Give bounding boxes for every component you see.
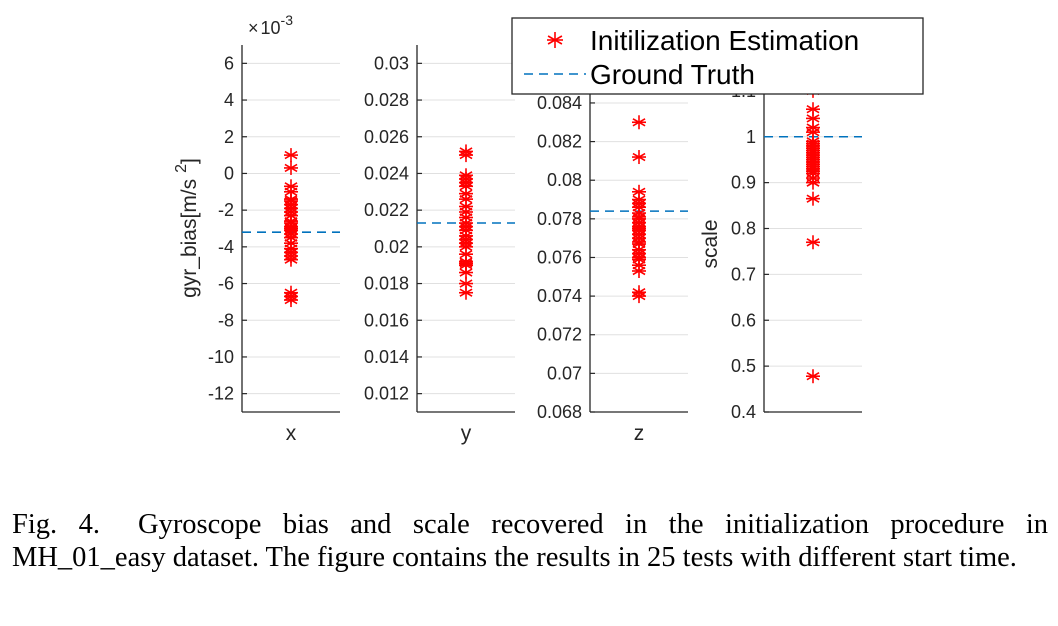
y-tick-label: 0.072 xyxy=(537,325,582,345)
y-tick-label: 4 xyxy=(224,90,234,110)
estimate-point xyxy=(284,236,298,251)
estimate-point xyxy=(459,219,473,234)
estimate-point xyxy=(806,175,820,190)
y-tick-label: 0.012 xyxy=(364,384,409,404)
legend: Initilization Estimation Ground Truth xyxy=(511,17,924,95)
estimate-point xyxy=(632,115,646,130)
y-tick-label: 0.028 xyxy=(364,90,409,110)
estimate-point xyxy=(459,204,473,219)
estimate-point xyxy=(806,154,820,169)
y-tick-label: 0.08 xyxy=(547,170,582,190)
estimate-point xyxy=(806,235,820,250)
y-tick-label: 2 xyxy=(224,127,234,147)
legend-label-estimate: Initilization Estimation xyxy=(590,25,859,56)
legend-star xyxy=(547,32,563,48)
estimate-point xyxy=(806,102,820,117)
y-tick-label: 0.082 xyxy=(537,132,582,152)
x-axis-label-x: x xyxy=(286,422,297,445)
estimate-point xyxy=(632,289,646,304)
estimate-point xyxy=(632,235,646,250)
estimate-point xyxy=(459,179,473,194)
estimate-point xyxy=(806,136,820,151)
estimate-point xyxy=(459,256,473,271)
y-tick-label: 0.02 xyxy=(374,237,409,257)
estimate-point xyxy=(806,369,820,384)
caption-label: Fig. 4. xyxy=(12,509,100,540)
caption-text: Gyroscope bias and scale recovered in th… xyxy=(12,509,1048,573)
y-tick-label: 0.07 xyxy=(547,363,582,383)
legend-label-ground-truth: Ground Truth xyxy=(590,59,755,90)
estimate-point xyxy=(632,196,646,211)
y-tick-label: 0.014 xyxy=(364,347,409,367)
y-tick-label: 0.074 xyxy=(537,286,582,306)
y-tick-label: 0.6 xyxy=(731,310,756,330)
y-tick-label: 0.8 xyxy=(731,219,756,239)
y-tick-label: -2 xyxy=(218,200,234,220)
panel-scale: 1.110.90.80.70.60.50.4 xyxy=(731,45,862,422)
estimate-point xyxy=(459,276,473,291)
estimate-point xyxy=(632,150,646,165)
y-tick-label: 0.084 xyxy=(537,93,582,113)
estimate-point xyxy=(632,221,646,236)
estimate-point xyxy=(632,250,646,265)
figure-caption: Fig. 4. Gyroscope bias and scale recovere… xyxy=(12,508,1048,574)
estimate-point xyxy=(632,263,646,278)
y-tick-label: 0.4 xyxy=(731,402,756,422)
estimate-point xyxy=(284,201,298,216)
y-tick-label: 0.018 xyxy=(364,274,409,294)
y-tick-label: 0.022 xyxy=(364,200,409,220)
panel-x-gyr-bias: 6 4 2 0 -2 -4 -6 -8 -10 -12 x xyxy=(208,45,340,445)
x-axis-label-y: y xyxy=(461,422,472,445)
y-tick-label: 0.7 xyxy=(731,264,756,284)
estimate-point xyxy=(284,252,298,267)
y-exponent-label: × 10-3 xyxy=(248,12,293,38)
estimate-point xyxy=(459,239,473,254)
estimate-point xyxy=(806,191,820,206)
estimate-point xyxy=(459,285,473,300)
y-tick-label: 6 xyxy=(224,53,234,73)
y-tick-label: -8 xyxy=(218,310,234,330)
y-tick-label: 0.9 xyxy=(731,173,756,193)
y-tick-label: -6 xyxy=(218,274,234,294)
estimate-point xyxy=(284,160,298,175)
panel-y-gyr-bias: 0.03 0.028 0.026 0.024 0.022 0.02 0.018 0.016 0.… xyxy=(364,45,515,445)
estimate-point xyxy=(284,184,298,199)
legend-estimate-marker xyxy=(547,32,563,48)
x-axis-label-z: z xyxy=(634,422,645,445)
y-tick-label: 0 xyxy=(224,163,234,183)
estimate-point xyxy=(632,209,646,224)
y-tick-label: 0.026 xyxy=(364,127,409,147)
y-tick-label: 1 xyxy=(746,127,756,147)
legend-box xyxy=(511,17,924,95)
y-tick-label: 0.024 xyxy=(364,163,409,183)
y-axis-label-scale: scale xyxy=(699,219,722,268)
y-tick-label: 0.076 xyxy=(537,247,582,267)
y-tick-label: 0.068 xyxy=(537,402,582,422)
estimate-point xyxy=(284,293,298,308)
panel-z-gyr-bias: 0.084 0.082 0.08 0.078 0.076 0.074 0.072 0.07 0.… xyxy=(537,45,688,445)
y-tick-label: 0.078 xyxy=(537,209,582,229)
estimate-point xyxy=(284,148,298,163)
y-tick-label: -10 xyxy=(208,347,234,367)
y-tick-label: -4 xyxy=(218,237,234,257)
y-tick-label: -12 xyxy=(208,384,234,404)
y-tick-label: 0.5 xyxy=(731,356,756,376)
y-tick-label: 0.016 xyxy=(364,310,409,330)
y-tick-label: 0.03 xyxy=(374,53,409,73)
y-axis-label-gyr-bias: gyr_bias[m/s2] xyxy=(173,158,201,298)
estimate-point xyxy=(459,148,473,163)
